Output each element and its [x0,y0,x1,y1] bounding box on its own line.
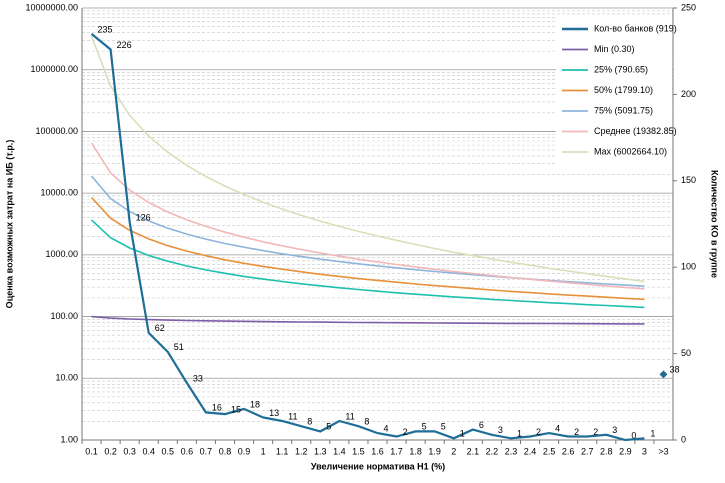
data-label: 11 [345,411,354,421]
data-label: 4 [384,423,389,433]
data-label: 2 [403,427,408,437]
data-label: 126 [136,213,151,223]
data-label: 11 [288,411,297,421]
legend-label: Max (6002664.10) [594,146,667,156]
x-tick-label: 0.9 [238,446,251,456]
y-tick-label: 10000000.00 [25,2,78,12]
data-label: 16 [212,403,222,413]
series-line [90,142,645,290]
x-tick-label: 1.3 [314,446,327,456]
y2-tick-label: 0 [681,434,686,444]
data-label: 5 [441,422,446,432]
data-label: 8 [307,417,312,427]
y-tick-label: 100000.00 [35,126,78,136]
legend-label: Среднее (19382.85) [594,126,677,136]
y2-axis-title: Количество КО в группе [710,170,720,278]
data-label: 18 [250,399,260,409]
data-label: 3 [498,425,503,435]
x-tick-label: 2 [451,446,456,456]
data-label: 1 [460,429,465,439]
y-tick-label: 10.00 [55,373,78,383]
x-tick-label: >3 [658,446,668,456]
series-marker [659,370,668,379]
x-tick-label: 1 [261,446,266,456]
x-axis-title: Увеличение норматива Н1 (%) [311,461,445,471]
series-line [90,219,645,309]
x-tick-label: 1.1 [276,446,289,456]
data-label: 226 [117,40,132,50]
series-line [90,35,645,283]
series-line [91,315,645,325]
data-label: 13 [269,408,279,418]
y-tick-label: 10000.00 [40,188,78,198]
x-tick-label: 2.2 [486,446,499,456]
legend-label: Min (0.30) [594,44,635,54]
x-tick-label: 2.6 [562,446,575,456]
x-tick-label: 2.1 [467,446,480,456]
data-label: 62 [155,323,165,333]
data-label: 1 [517,429,522,439]
x-tick-label: 1.4 [333,446,346,456]
x-tick-label: 0.3 [123,446,136,456]
y2-tick-label: 200 [681,89,696,99]
y2-tick-label: 150 [681,175,696,185]
data-label: 2 [593,427,598,437]
x-tick-label: 1.2 [295,446,308,456]
x-tick-label: 3 [642,446,647,456]
data-label: 5 [422,422,427,432]
x-tick-label: 0.6 [181,446,194,456]
data-label: 33 [193,373,203,383]
x-tick-label: 2.3 [505,446,518,456]
data-label: 1 [650,429,655,439]
y-tick-label: 1.00 [60,434,78,444]
data-label: 8 [364,417,369,427]
series-line [90,196,645,301]
data-label: 235 [98,24,113,34]
legend-label: 25% (790.65) [594,64,648,74]
data-label: 38 [669,365,679,375]
y-axis-title: Оценка возможных затрат на ИБ (т.р.) [4,140,14,309]
data-label: 6 [479,420,484,430]
y-tick-label: 1000.00 [45,249,78,259]
data-label: 0 [631,430,636,440]
x-tick-label: 0.5 [162,446,175,456]
legend-label: Кол-во банков (919) [594,23,677,33]
data-label: 51 [174,342,184,352]
legend-label: 50% (1799.10) [594,85,653,95]
y2-tick-label: 100 [681,262,696,272]
data-label: 4 [555,423,560,433]
x-tick-label: 1.6 [371,446,384,456]
legend-label: 75% (5091.75) [594,105,653,115]
data-label: 2 [536,427,541,437]
y-tick-label: 1000000.00 [30,64,78,74]
x-tick-label: 0.1 [85,446,98,456]
x-tick-label: 0.4 [142,446,155,456]
data-label: 5 [326,422,331,432]
data-label: 3 [612,425,617,435]
x-tick-label: 0.2 [104,446,117,456]
x-tick-label: 2.5 [543,446,556,456]
legend: Кол-во банков (919) Min (0.30) 25% (790.65… [556,15,677,165]
x-tick-label: 2.7 [581,446,594,456]
data-label: 2 [574,427,579,437]
x-tick-label: 1.9 [428,446,441,456]
x-tick-label: 2.4 [524,446,537,456]
y-tick-label: 100.00 [50,311,78,321]
series-line [90,33,645,442]
x-tick-label: 0.8 [219,446,232,456]
y2-tick-label: 50 [681,348,691,358]
x-tick-label: 2.8 [600,446,613,456]
x-tick-label: 2.9 [619,446,632,456]
x-tick-label: 1.8 [409,446,422,456]
y2-tick-label: 250 [681,2,696,12]
x-tick-label: 1.7 [390,446,403,456]
data-label: 15 [231,404,241,414]
x-tick-label: 0.7 [200,446,213,456]
x-tick-label: 1.5 [352,446,365,456]
